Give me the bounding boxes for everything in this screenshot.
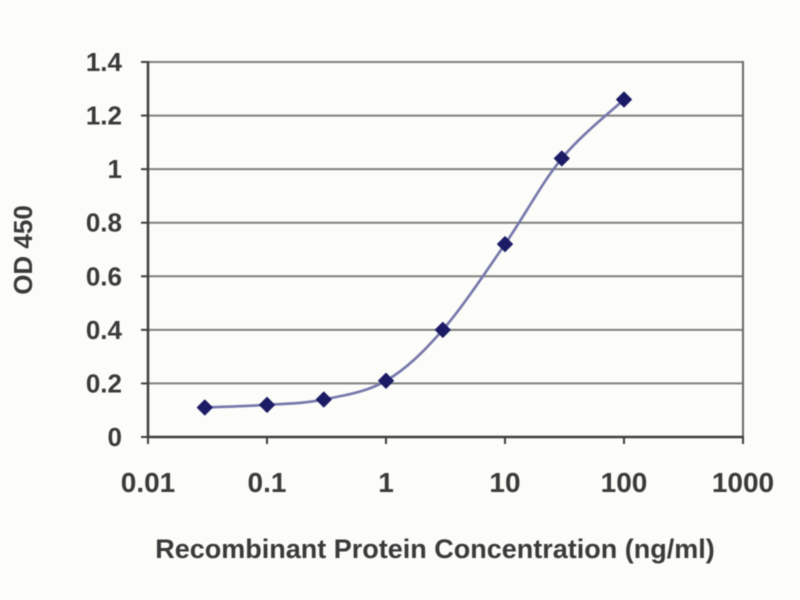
data-point-marker: [434, 321, 451, 338]
y-tick-label: 0.4: [86, 315, 123, 345]
y-tick-label: 1.4: [86, 47, 123, 77]
tick-labels-layer: 0 0.2 0.4 0.6 0.8 1 1.2 1.4 0.01 0.1 1 10 100 1000: [86, 47, 774, 498]
data-point-marker: [259, 396, 275, 413]
data-point-marker: [315, 391, 332, 408]
axes-layer: [141, 61, 744, 444]
x-tick-label: 1000: [712, 467, 774, 498]
y-tick-label: 0.8: [86, 208, 122, 238]
y-tick-label: 0: [108, 422, 122, 452]
y-tick-label: 0.2: [86, 368, 122, 398]
data-point-marker: [196, 399, 213, 416]
y-tick-label: 1: [108, 154, 122, 184]
y-axis-title: OD 450: [8, 205, 38, 295]
series-line: [204, 98, 625, 409]
x-axis-title: Recombinant Protein Concentration (ng/ml…: [155, 534, 715, 564]
x-tick-label: 10: [489, 467, 520, 498]
x-tick-label: 1: [378, 467, 394, 498]
x-tick-label: 100: [601, 467, 648, 498]
data-point-marker: [553, 150, 570, 167]
data-point-marker: [378, 372, 394, 389]
y-tick-label: 0.6: [86, 261, 122, 291]
x-tick-label: 0.01: [121, 467, 176, 498]
data-point-marker: [616, 91, 632, 108]
x-tick-label: 0.1: [248, 467, 287, 498]
data-point-marker: [497, 236, 513, 253]
data-series-layer: [196, 91, 632, 416]
y-tick-label: 1.2: [86, 101, 122, 131]
gridlines-layer: [148, 61, 744, 437]
